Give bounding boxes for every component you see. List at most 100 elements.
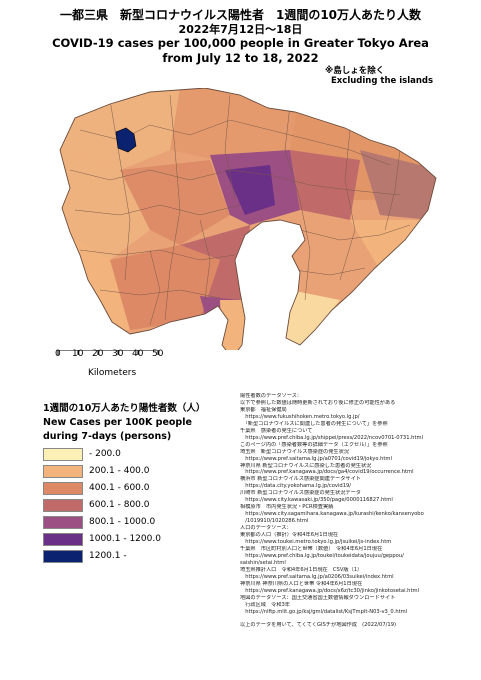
scale-unit: Kilometers (88, 368, 137, 378)
legend-label: 1000.1 - 1200.0 (89, 534, 161, 544)
source-line: https://www.city.kawasaki.jp/350/page/00… (240, 497, 393, 504)
source-line: 千葉県 感染者の発生について (240, 427, 313, 434)
region-kanagawa-central (110, 245, 220, 330)
region-chiba-central (290, 210, 380, 320)
boundary (109, 99, 131, 281)
source-line: 相模原市 市内発生状況・PCR検査実績 (240, 504, 334, 511)
source-line: 以下で参照した数値は随時更新されており後に修正の可能性がある (240, 399, 396, 406)
legend-swatch (43, 532, 83, 546)
region-chiba-bay-north (290, 150, 360, 220)
legend-item: 1200.1 - (43, 549, 127, 563)
legend-title-english-2: during 7-days (persons) (43, 431, 172, 442)
scale-label: 40 (132, 349, 144, 359)
boundary (164, 94, 181, 321)
legend-label: 200.1 - 400.0 (89, 466, 150, 476)
source-line: 地図のデータソース：国土交通省国土数値情報ダウンロードサイト (240, 594, 396, 601)
title-english: COVID-19 cases per 100,000 people in Gre… (52, 36, 429, 50)
legend-label: - 200.0 (89, 449, 121, 459)
land-regions (60, 88, 436, 350)
legend-title: 1週間の10万人あたり陽性者数（人） New Cases per 100K pe… (43, 402, 233, 444)
source-line: 川崎市 新型コロナウイルス感染症の発生状況データ (240, 490, 361, 497)
boundary (224, 94, 236, 201)
source-line: https://www.pref.kanagawa.jp/docs/ga4/co… (240, 469, 414, 476)
region-tama-west (60, 150, 150, 260)
scale-label: 30 (112, 349, 124, 359)
source-line (240, 616, 476, 623)
region-chiba-northeast (360, 150, 436, 220)
legend-item: 200.1 - 400.0 (43, 464, 150, 478)
legend-item: 1000.1 - 1200.0 (43, 532, 161, 546)
source-line: https://www.pref.saitama.lg.jp/a0701/cov… (240, 455, 392, 462)
source-line: 東京都の人口（推計）令和4年6月1日現在 (240, 532, 339, 539)
region-highest-rate (115, 127, 137, 153)
boundary (79, 249, 236, 261)
legend-title-english: New Cases per 100K people (43, 417, 192, 428)
source-line: 東京都 福祉保健局 (240, 406, 287, 413)
choropleth-map (59, 88, 437, 350)
legend-swatch (43, 498, 83, 512)
region-yokohama-kawasaki (180, 225, 250, 320)
source-line: 埼玉県推計人口 令和4年6月1日現在 CSV版（1） (240, 566, 363, 573)
source-line: https://www.pref.saitama.lg.jp/a0206/03s… (240, 573, 394, 580)
legend-label: 600.1 - 800.0 (89, 500, 150, 510)
source-line: https://www.pref.chiba.lg.jp/shippei/pre… (240, 434, 423, 441)
source-line: 「新型コロナウイルスに関連した患者の発生について」を参照 (240, 420, 388, 427)
boundary (199, 219, 211, 301)
source-line: https://www.city.sagamihara.kanagawa.jp/… (240, 511, 424, 518)
scale-label: 10 (72, 349, 84, 359)
boundary (299, 224, 411, 241)
source-line: 千葉県 市区町村別人口と世帯（数値） 令和4年6月1日現在 (240, 545, 383, 552)
source-line: 陽性者数のデータソース： (240, 393, 302, 399)
region-boso-south (280, 290, 340, 350)
legend-item: 600.1 - 800.0 (43, 498, 150, 512)
legend-label: 800.1 - 1000.0 (89, 517, 156, 527)
source-line: 横浜市 新型コロナウイルス感染症関連データサイト (240, 476, 361, 483)
boundary (284, 104, 311, 301)
source-line: saishin/setai.html (240, 559, 286, 566)
region-miura (220, 300, 250, 350)
islands-note-english: Excluding the islands (331, 76, 434, 86)
source-line: https://nlftp.mlit.go.jp/ksj/gml/datalis… (240, 608, 408, 615)
source-line: 神奈川県 新型コロナウイルスに感染した患者の発生状況 (240, 462, 372, 469)
legend-title-japanese: 1週間の10万人あたり陽性者数（人） (43, 403, 206, 414)
legend-swatch (43, 481, 83, 495)
scale-bar (57, 350, 159, 355)
source-line: 行政区域 令和3年 (240, 601, 290, 608)
boundary (99, 289, 221, 299)
source-line: https://www.pref.kanagawa.jp/docs/x6z/tc… (240, 587, 420, 594)
scale-label: 20 (92, 349, 104, 359)
source-line: https://www.toukei.metro.tokyo.lg.jp/jsu… (240, 539, 392, 546)
source-line: 以上のデータを用いて、てくてくGISチが地図作成 (2022/07/19) (240, 622, 397, 629)
boundary (339, 129, 356, 281)
scale-label: 50 (152, 349, 164, 359)
legend-swatch (43, 447, 83, 461)
source-line: このページ内の「感染者数等の詳細データ（エクセル）」を参照 (240, 441, 388, 448)
coastline (59, 88, 437, 350)
data-sources: 陽性者数のデータソース： 以下で参照した数値は随時更新されており後に修正の可能性が… (240, 393, 476, 629)
source-line: 人口のデータソース： (240, 525, 292, 532)
boundary (74, 204, 241, 216)
legend-swatch (43, 549, 83, 563)
islands-note-japanese: ※島しょを除く (325, 66, 385, 76)
scale-label: 0 (55, 349, 61, 359)
boundary (384, 149, 401, 231)
source-line: https://data.city.yokohama.lg.jp/covid19… (240, 483, 352, 490)
boundary (294, 267, 366, 276)
source-line: https://www.fukushihoken.metro.tokyo.lg.… (240, 413, 360, 420)
legend-item: 800.1 - 1000.0 (43, 515, 155, 529)
legend-item: - 200.0 (43, 447, 121, 461)
region-central-core (225, 165, 275, 215)
boundary (149, 249, 161, 326)
legend-swatch (43, 464, 83, 478)
source-line: /1019910/1020286.html (240, 518, 309, 525)
boundary-lines (69, 94, 411, 326)
period-japanese: 2022年7月12日～18日 (178, 23, 303, 36)
source-line: 埼玉県 新型コロナウイルス感染症の発生状況 (240, 448, 349, 455)
period-english: from July 12 to 18, 2022 (162, 51, 319, 65)
source-line: 神奈川県 神奈川県の人口と世帯 令和4年6月1日現在 (240, 580, 363, 587)
title-japanese: 一都三県 新型コロナウイルス陽性者 1週間の10万人あたり人数 (59, 8, 422, 22)
legend-swatch (43, 515, 83, 529)
legend-label: 400.1 - 600.0 (89, 483, 150, 493)
region-chiba-east (350, 220, 430, 270)
source-line: https://www.pref.chiba.lg.jp/toukei/touk… (240, 552, 404, 559)
